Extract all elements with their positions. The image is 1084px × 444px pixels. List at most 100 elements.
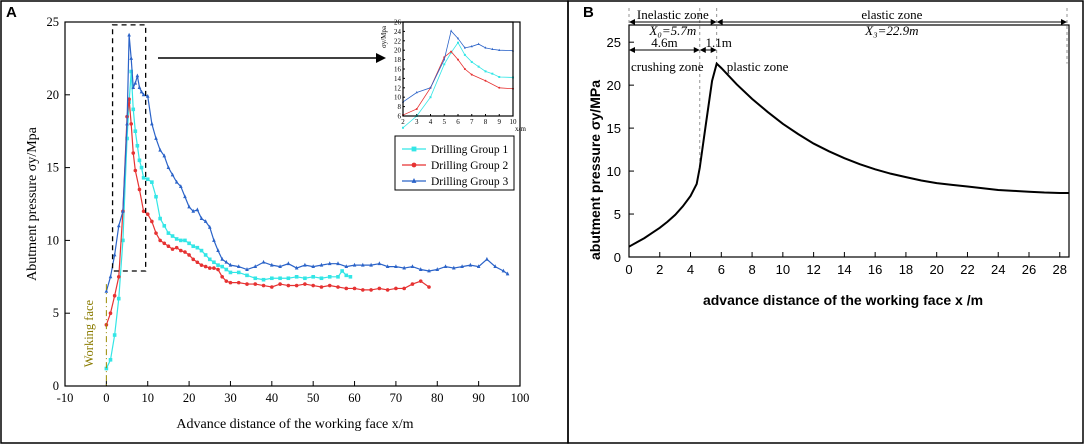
inset-y-tick-label: 16	[394, 66, 402, 74]
legend-swatch-marker	[411, 162, 417, 168]
data-point	[166, 165, 171, 170]
inelastic-zone-label: Inelastic zone	[637, 7, 709, 22]
data-point	[203, 264, 208, 269]
legend-items: Drilling Group 1 Drilling Group 2 Drilling…	[402, 144, 509, 188]
arrowhead-left	[716, 19, 723, 25]
data-point	[245, 282, 249, 286]
data-point	[154, 231, 158, 235]
data-point	[278, 282, 282, 286]
data-point	[104, 366, 109, 371]
data-point	[137, 158, 142, 163]
data-point	[125, 121, 129, 126]
arrowhead-left	[699, 47, 706, 53]
data-point	[203, 219, 208, 223]
x-tick-label: 2	[656, 262, 663, 277]
panel-b-series	[628, 61, 1069, 248]
y-tick-label: 25	[607, 35, 621, 50]
data-point	[224, 259, 229, 264]
data-point	[183, 238, 187, 243]
data-point	[278, 276, 282, 281]
data-point	[294, 275, 299, 279]
data-point	[236, 270, 241, 275]
inset-x-tick-label: 10	[510, 118, 518, 126]
x-tick-label: 12	[806, 262, 820, 277]
legend-label: Drilling Group 3	[431, 176, 509, 188]
data-point	[216, 267, 220, 272]
data-point	[108, 357, 113, 362]
data-point	[170, 234, 175, 238]
data-point	[253, 264, 258, 269]
data-point	[174, 179, 179, 184]
arrowhead-right	[1061, 19, 1067, 25]
panel-a-series	[104, 32, 510, 371]
inset-y-tick-label: 20	[394, 47, 402, 55]
data-point	[270, 276, 274, 281]
data-point	[179, 238, 183, 243]
y-tick-label: 0	[53, 379, 59, 393]
data-point	[427, 268, 431, 273]
data-point	[166, 231, 171, 235]
data-point	[340, 269, 344, 273]
data-point	[348, 275, 353, 279]
data-point	[501, 268, 506, 273]
legend: Drilling Group 1 Drilling Group 2 Drilling…	[394, 135, 515, 191]
data-point	[174, 237, 179, 241]
y-tick-label: 0	[614, 250, 621, 265]
data-point	[261, 283, 266, 288]
inset-series-3	[402, 29, 514, 103]
data-point	[116, 296, 121, 301]
inset-data-point	[415, 90, 418, 94]
data-point	[377, 261, 382, 266]
elastic-zone-arrow	[716, 19, 1067, 25]
y-tick-label: 5	[53, 306, 59, 320]
data-point	[195, 260, 200, 265]
inset-y-tick-label: 22	[394, 37, 402, 45]
data-point	[427, 285, 431, 289]
x-tick-label: 22	[960, 262, 974, 277]
data-point	[336, 261, 340, 266]
inset-data-point	[491, 72, 494, 75]
x-tick-label: 26	[1022, 262, 1036, 277]
data-point	[162, 241, 167, 246]
inset-data-point	[477, 65, 480, 68]
data-point	[150, 121, 154, 126]
data-point	[460, 264, 464, 269]
inset-data-point	[498, 86, 501, 89]
arrowhead-right	[693, 47, 700, 53]
data-point	[112, 293, 117, 298]
data-point	[319, 262, 324, 267]
data-point	[170, 247, 175, 251]
inset-x-tick-label: 8	[484, 118, 488, 126]
inset-series-line	[402, 51, 514, 116]
data-point	[443, 264, 448, 269]
data-point	[319, 276, 324, 281]
data-point	[228, 270, 233, 275]
x-tick-label: 18	[899, 262, 913, 277]
data-point	[203, 253, 208, 257]
data-point	[216, 263, 220, 267]
inset-frame	[402, 21, 514, 117]
data-point	[236, 264, 241, 269]
y-tick-label: 20	[47, 88, 60, 102]
inset-data-point	[429, 96, 432, 99]
data-point	[385, 264, 390, 269]
inset-y-tick-label: 10	[394, 94, 402, 102]
data-point	[166, 244, 171, 249]
data-point	[116, 223, 121, 228]
data-point	[121, 238, 125, 243]
x-tick-label: 4	[687, 262, 694, 277]
data-point	[377, 286, 382, 291]
data-point	[228, 262, 233, 267]
data-point	[199, 216, 204, 220]
data-point	[158, 238, 162, 243]
x-tick-label: 28	[1053, 262, 1067, 277]
data-point	[191, 208, 196, 213]
data-point	[224, 279, 229, 283]
data-point	[236, 280, 241, 285]
data-point	[294, 283, 299, 288]
data-point	[327, 283, 332, 288]
data-point	[129, 56, 133, 60]
data-point	[286, 261, 291, 266]
data-point	[245, 267, 249, 271]
y-tick-label: 15	[47, 161, 60, 175]
